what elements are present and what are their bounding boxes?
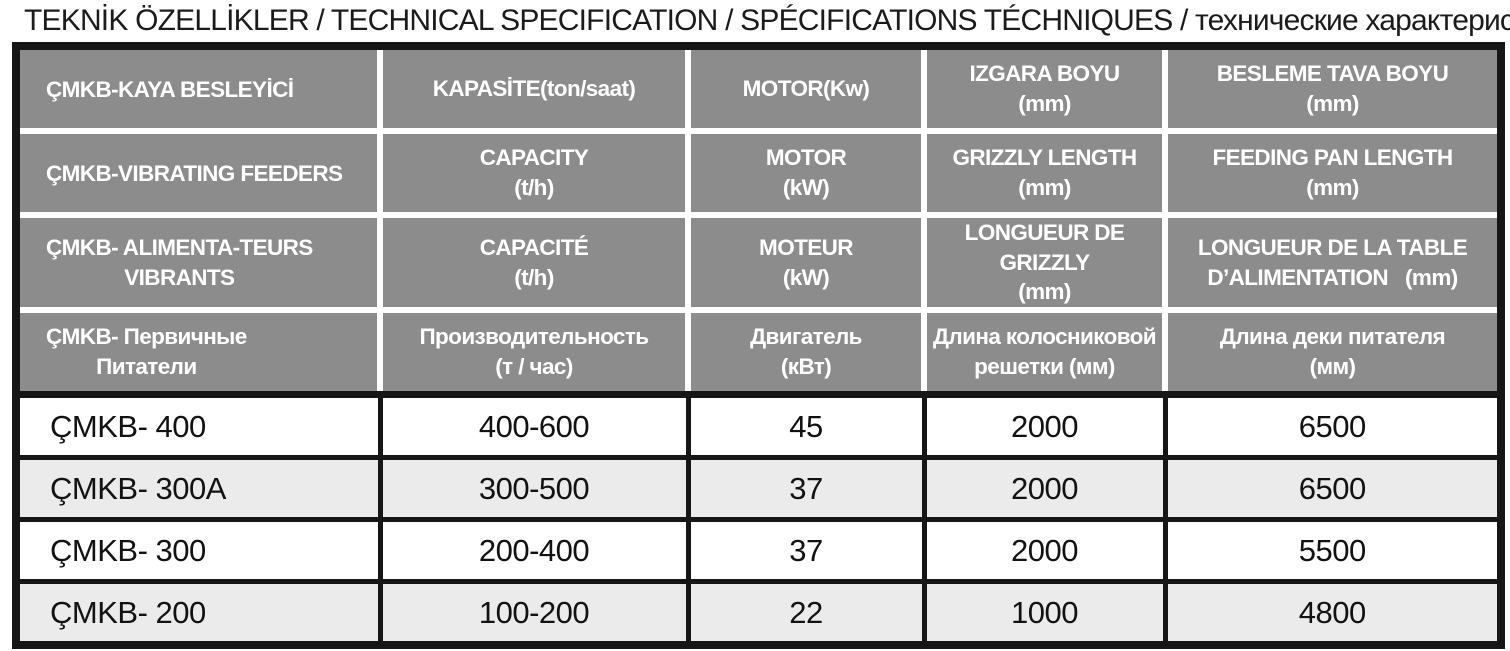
header-cell-motor-en: MOTOR (kW) (685, 128, 927, 218)
header-line: (t/h) (514, 175, 554, 200)
header-row-russian: ÇMKB- Первичные Питатели Производительнос… (13, 307, 1504, 398)
header-line: GRIZZLY LENGTH (952, 145, 1137, 171)
header-line: (mm) (1306, 91, 1359, 116)
header-line: ÇMKB-VIBRATING FEEDERS (46, 160, 343, 186)
header-line: ÇMKB- Первичные (46, 324, 247, 350)
header-line: (kW) (782, 175, 830, 200)
grizzly-length-cell: 2000 (921, 517, 1168, 585)
header-cell-grizzly-fr: LONGUEUR DE GRIZZLY (mm) (921, 211, 1168, 314)
header-line: Длина деки питателя (1219, 324, 1446, 350)
header-line: (mm) (1018, 175, 1071, 200)
capacity-cell: 400-600 (377, 391, 691, 461)
table-header: ÇMKB-KAYA BESLEYİCİ KAPASİTE(ton/saat) M… (13, 43, 1504, 398)
motor-cell: 22 (685, 579, 927, 648)
header-line: (kW) (782, 264, 830, 290)
motor-cell: 45 (685, 391, 927, 461)
header-line: (мм) (1309, 354, 1356, 380)
pan-length-cell: 6500 (1162, 455, 1504, 523)
header-line: MOTOR (765, 145, 847, 171)
header-line: (t/h) (514, 264, 554, 290)
pan-length-cell: 5500 (1162, 517, 1504, 585)
header-line: (mm) (1306, 175, 1359, 200)
model-cell: ÇMKB- 200 (13, 579, 383, 648)
header-line: VIBRANTS (124, 264, 235, 290)
header-line: Длина колосниковой (932, 324, 1157, 350)
capacity-cell: 100-200 (377, 579, 691, 648)
model-cell: ÇMKB- 300A (13, 455, 383, 523)
header-line: IZGARA BOYU (969, 61, 1120, 87)
header-line: решетки (мм) (974, 354, 1115, 380)
table-row-cmkb-400: ÇMKB- 400 400-600 45 2000 6500 (13, 391, 1504, 461)
header-cell-model-ru: ÇMKB- Первичные Питатели (13, 307, 383, 398)
capacity-cell: 200-400 (377, 517, 691, 585)
header-cell-motor-tr: MOTOR(Kw) (685, 43, 927, 134)
header-line: Питатели (96, 354, 197, 380)
header-line: (mm) (1018, 91, 1071, 116)
header-line: (т / час) (495, 354, 573, 380)
header-row-french: ÇMKB- ALIMENTA-TEURS VIBRANTS CAPACITÉ (t/… (13, 211, 1504, 314)
grizzly-length-cell: 1000 (921, 579, 1168, 648)
capacity-cell: 300-500 (377, 455, 691, 523)
header-cell-capacity-fr: CAPACITÉ (t/h) (377, 211, 691, 314)
header-line: MOTEUR (759, 234, 854, 260)
motor-cell: 37 (685, 517, 927, 585)
header-row-turkish: ÇMKB-KAYA BESLEYİCİ KAPASİTE(ton/saat) M… (13, 43, 1504, 134)
model-cell: ÇMKB- 300 (13, 517, 383, 585)
header-line: Производительность (419, 324, 649, 350)
grizzly-length-cell: 2000 (921, 391, 1168, 461)
header-line: MOTOR(Kw) (742, 76, 870, 102)
header-cell-pan-ru: Длина деки питателя (мм) (1162, 307, 1504, 398)
header-line: ÇMKB- ALIMENTA-TEURS (46, 234, 313, 260)
header-line: ÇMKB-KAYA BESLEYİCİ (46, 76, 294, 102)
header-cell-model-fr: ÇMKB- ALIMENTA-TEURS VIBRANTS (13, 211, 383, 314)
model-cell: ÇMKB- 400 (13, 391, 383, 461)
motor-cell: 37 (685, 455, 927, 523)
table-row-cmkb-300: ÇMKB- 300 200-400 37 2000 5500 (13, 517, 1504, 585)
header-cell-capacity-tr: KAPASİTE(ton/saat) (377, 43, 691, 134)
table-body: ÇMKB- 400 400-600 45 2000 6500 ÇMKB- 300… (13, 391, 1504, 648)
header-line: LONGUEUR DE GRIZZLY (964, 220, 1125, 275)
header-line: (кВт) (780, 354, 832, 380)
header-cell-model-en: ÇMKB-VIBRATING FEEDERS (13, 128, 383, 218)
header-line: BESLEME TAVA BOYU (1216, 61, 1449, 87)
header-row-english: ÇMKB-VIBRATING FEEDERS CAPACITY (t/h) MOT… (13, 128, 1504, 218)
pan-length-cell: 4800 (1162, 579, 1504, 648)
header-line: KAPASİTE(ton/saat) (432, 76, 636, 102)
header-cell-model-tr: ÇMKB-KAYA BESLEYİCİ (13, 43, 383, 134)
table-row-cmkb-300a: ÇMKB- 300A 300-500 37 2000 6500 (13, 455, 1504, 523)
header-cell-grizzly-tr: IZGARA BOYU (mm) (921, 43, 1168, 134)
header-cell-pan-fr: LONGUEUR DE LA TABLE D’ALIMENTATION (mm) (1162, 211, 1504, 314)
header-line: FEEDING PAN LENGTH (1212, 145, 1453, 171)
header-cell-capacity-en: CAPACITY (t/h) (377, 128, 691, 218)
header-line: Двигатель (750, 324, 862, 350)
technical-specification-table: ÇMKB-KAYA BESLEYİCİ KAPASİTE(ton/saat) M… (12, 42, 1505, 650)
header-line: (mm) (1018, 279, 1071, 305)
header-line: D’ALIMENTATION (mm) (1207, 264, 1458, 290)
header-cell-grizzly-ru: Длина колосниковой решетки (мм) (921, 307, 1168, 398)
header-cell-pan-en: FEEDING PAN LENGTH (mm) (1162, 128, 1504, 218)
header-line: CAPACITY (479, 145, 589, 171)
header-cell-motor-ru: Двигатель (кВт) (685, 307, 927, 398)
grizzly-length-cell: 2000 (921, 455, 1168, 523)
header-cell-grizzly-en: GRIZZLY LENGTH (mm) (921, 128, 1168, 218)
pan-length-cell: 6500 (1162, 391, 1504, 461)
header-cell-motor-fr: MOTEUR (kW) (685, 211, 927, 314)
table-row-cmkb-200: ÇMKB- 200 100-200 22 1000 4800 (13, 579, 1504, 648)
header-line: LONGUEUR DE LA TABLE (1197, 234, 1468, 260)
header-line: CAPACITÉ (479, 234, 589, 260)
header-cell-capacity-ru: Производительность (т / час) (377, 307, 691, 398)
header-cell-pan-tr: BESLEME TAVA BOYU (mm) (1162, 43, 1504, 134)
page-title: TEKNİK ÖZELLİKLER / TECHNICAL SPECIFICAT… (24, 4, 1510, 37)
